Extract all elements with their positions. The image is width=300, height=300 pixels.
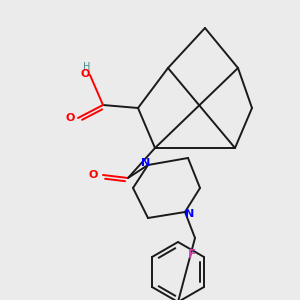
Text: O: O <box>80 69 90 79</box>
Text: N: N <box>185 209 195 219</box>
Text: H: H <box>83 62 91 72</box>
Text: F: F <box>188 248 196 262</box>
Text: O: O <box>88 170 98 180</box>
Text: N: N <box>141 158 151 168</box>
Text: O: O <box>65 113 75 123</box>
